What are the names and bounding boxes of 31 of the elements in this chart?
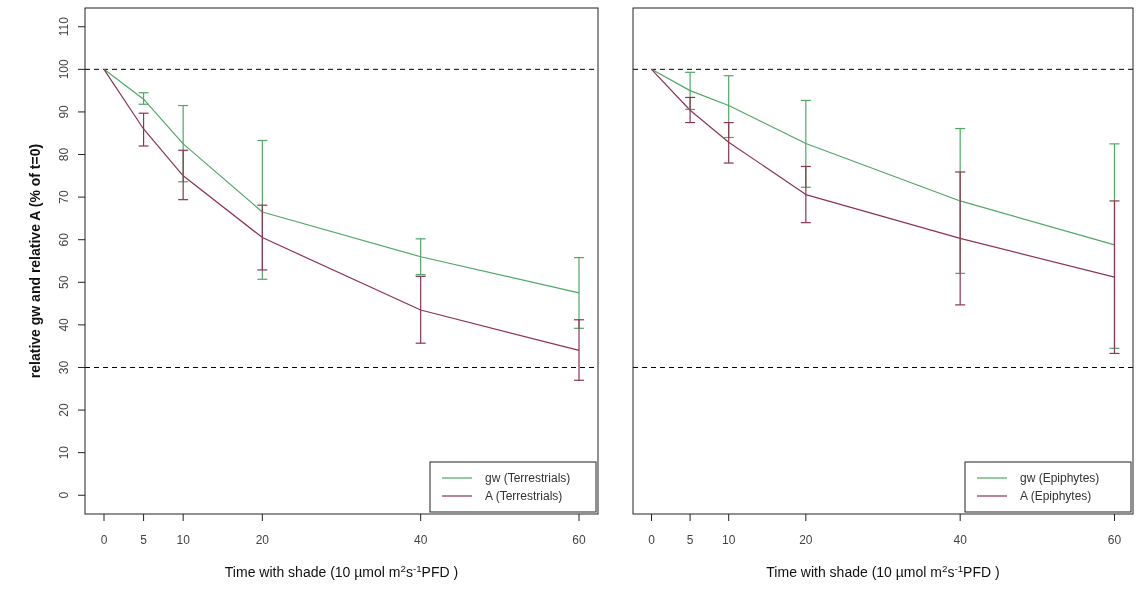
- y-axis-title: relative gw and relative A (% of t=0): [27, 143, 43, 379]
- y-tick-label: 80: [57, 147, 71, 162]
- y-tick-label: 60: [57, 232, 71, 247]
- y-tick-label: 70: [57, 190, 71, 204]
- y-tick-label: 50: [57, 275, 71, 289]
- y-tick-label: 10: [57, 445, 71, 460]
- x-tick-label: 5: [140, 533, 148, 547]
- y-tick-label: 40: [57, 317, 71, 332]
- y-tick-label: 0: [57, 491, 71, 499]
- x-tick-label: 10: [722, 533, 736, 547]
- y-tick-label: 110: [57, 16, 71, 37]
- legend-label: A (Terrestrials): [485, 489, 563, 503]
- x-tick-label: 20: [255, 533, 270, 547]
- x-tick-label: 20: [799, 533, 813, 547]
- x-tick-label: 40: [413, 533, 428, 547]
- y-tick-label: 30: [57, 360, 71, 375]
- x-tick-label: 60: [1107, 533, 1122, 547]
- legend-label: gw (Terrestrials): [485, 471, 571, 485]
- x-tick-label: 0: [648, 533, 656, 547]
- y-tick-label: 100: [57, 59, 71, 80]
- x-tick-label: 5: [686, 533, 694, 547]
- x-tick-label: 60: [572, 533, 586, 547]
- y-tick-label: 90: [57, 104, 71, 119]
- x-tick-label: 0: [100, 533, 108, 547]
- x-tick-label: 10: [176, 533, 191, 547]
- x-axis-title: Time with shade (10 µmol m$^{2}$s$^{-1}$PFD ): [224, 562, 459, 580]
- legend-label: A (Epiphytes): [1020, 489, 1092, 503]
- x-axis-title: Time with shade (10 µmol m$^{2}$s$^{-1}$PFD ): [766, 562, 1000, 580]
- y-tick-label: 20: [57, 403, 71, 417]
- x-tick-label: 40: [953, 533, 968, 547]
- legend-label: gw (Epiphytes): [1020, 471, 1100, 485]
